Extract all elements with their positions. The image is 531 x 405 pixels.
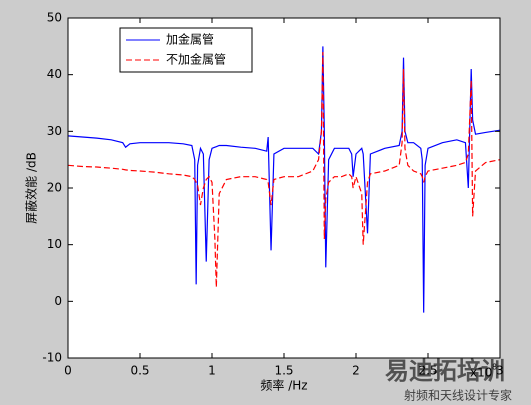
legend-box [119,27,253,73]
y-tick-label: -10 [42,351,62,365]
legend-label: 加金属管 [166,32,214,47]
x-tick-label: 0 [64,364,72,378]
series-line [67,51,501,288]
x-tick-label: 1 [208,364,216,378]
watermark-title: 易迪拓培训 [385,357,505,385]
y-axis-label: 屏蔽效能 /dB [24,152,39,224]
y-tick-label: 10 [47,237,62,251]
x-tick-label: 2 [352,364,360,378]
x-multiplier-exponent: 8 [492,363,497,372]
x-multiplier: x10 [470,366,492,380]
y-tick-label: 50 [47,11,62,25]
x-tick-label: 1.5 [274,364,293,378]
y-tick-label: 20 [47,181,62,195]
x-tick-label: 2.5 [418,364,437,378]
y-tick-label: 0 [54,294,62,308]
x-axis-label: 频率 /Hz [260,378,307,393]
y-tick-label: 30 [47,124,62,138]
y-tick-label: 40 [47,67,62,81]
legend-label: 不加金属管 [166,52,226,67]
x-tick-label: 0.5 [130,364,149,378]
plot-area [68,18,500,358]
watermark-subtitle: 射频和天线设计专家 [404,388,512,403]
x-tick-label: 3 [496,364,504,378]
